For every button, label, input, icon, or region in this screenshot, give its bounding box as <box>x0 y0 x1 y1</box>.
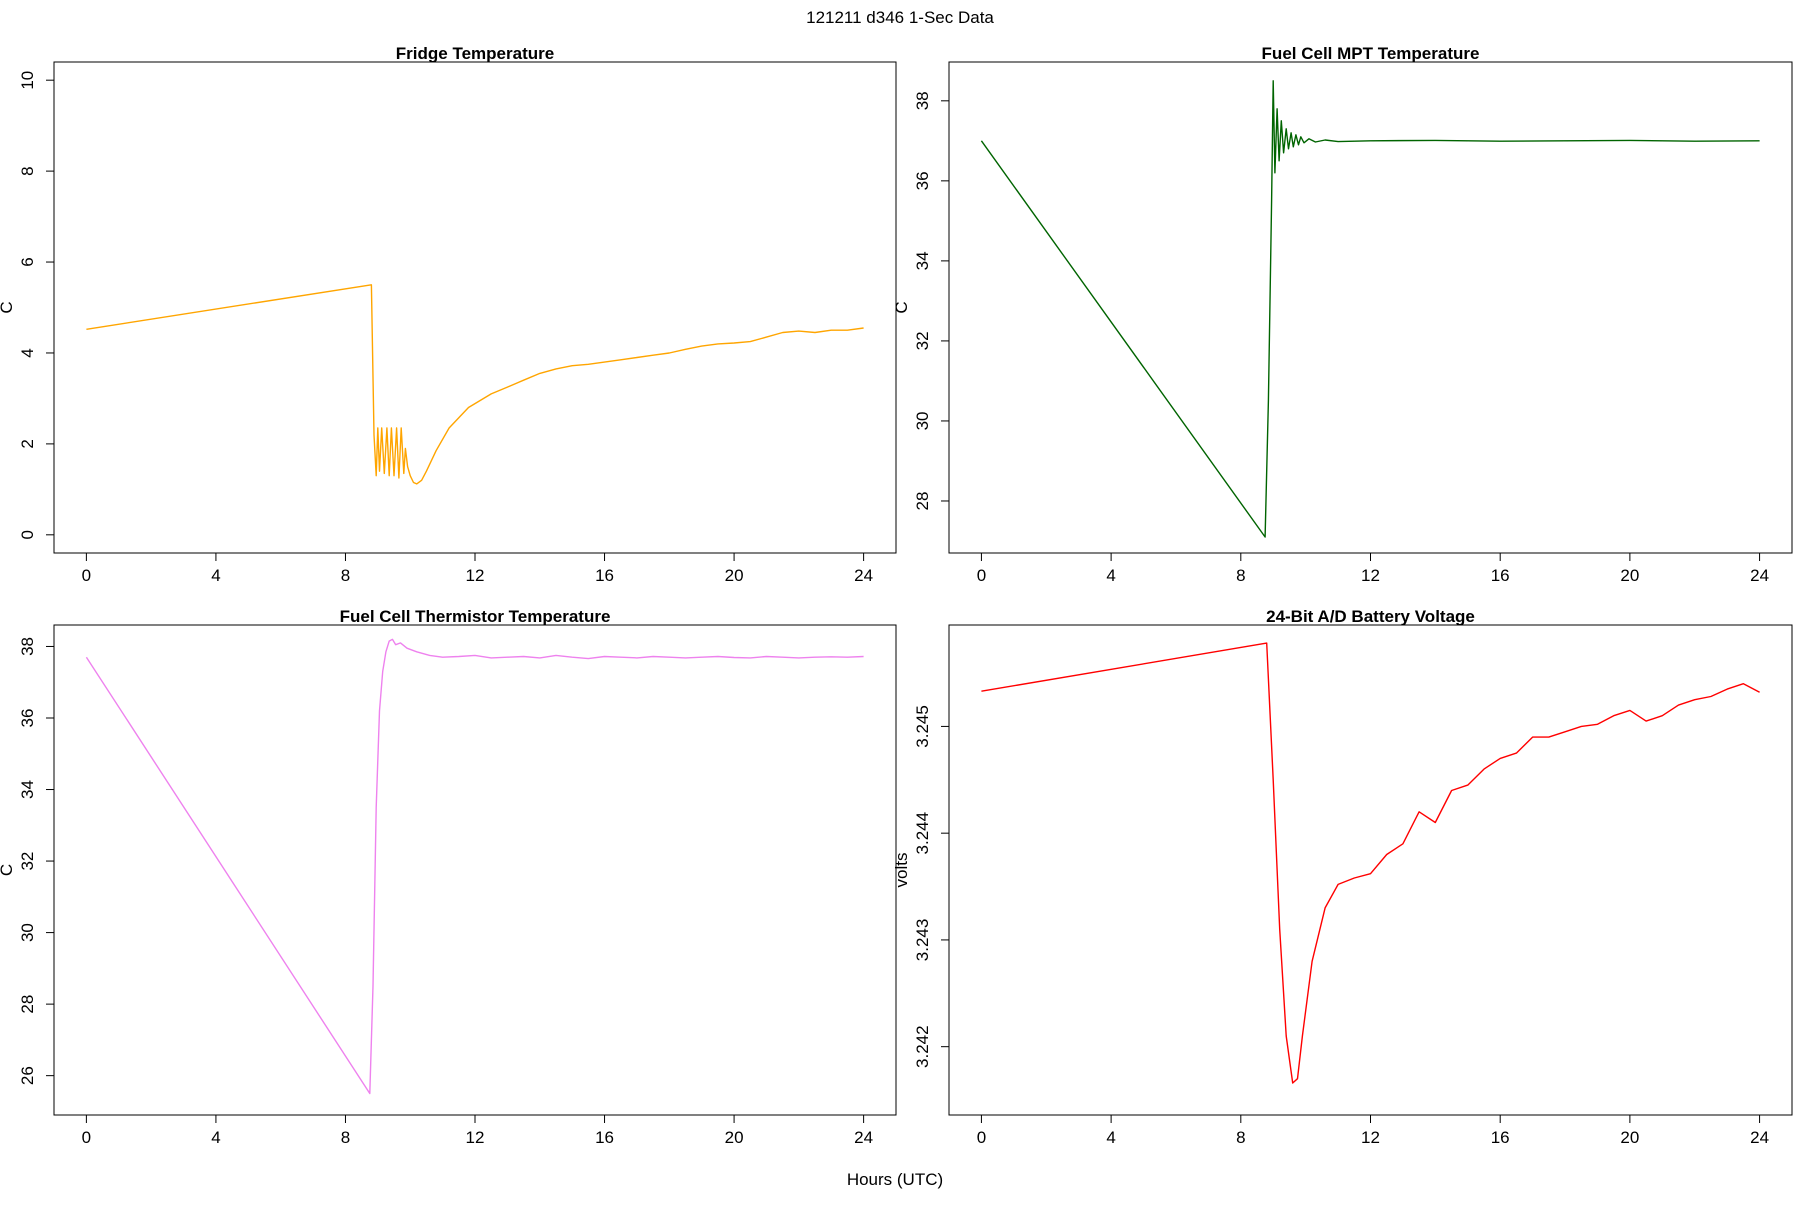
x-tick-label: 16 <box>595 566 614 585</box>
y-tick-label: 3.245 <box>913 705 932 748</box>
panel-3: Fuel Cell Thermistor Temperature 0 4 8 12 16 2… <box>0 607 897 1147</box>
x-tick-label: 4 <box>1106 1128 1115 1147</box>
series-line-1 <box>981 642 1760 1084</box>
figure-xlabel: Hours (UTC) <box>847 1170 943 1189</box>
panel-title: Fuel Cell Thermistor Temperature <box>340 607 611 626</box>
x-tick-label: 20 <box>725 1128 744 1147</box>
y-tick-label: 28 <box>18 995 37 1014</box>
x-tick-label: 8 <box>341 1128 350 1147</box>
y-axis-label: volts <box>892 853 911 888</box>
x-tick-label: 0 <box>82 1128 91 1147</box>
y-tick-label: 3.243 <box>913 919 932 962</box>
y-tick-label: 28 <box>913 492 932 511</box>
plot-frame <box>53 624 897 1116</box>
x-tick-label: 0 <box>977 566 986 585</box>
plot-frame <box>948 61 1793 554</box>
panel-title: 24-Bit A/D Battery Voltage <box>1266 607 1475 626</box>
x-tick-label: 12 <box>466 1128 485 1147</box>
x-tick-label: 12 <box>1361 1128 1380 1147</box>
y-tick-label: 26 <box>18 1066 37 1085</box>
x-tick-label: 4 <box>211 1128 220 1147</box>
x-tick-label: 12 <box>466 566 485 585</box>
x-tick-label: 12 <box>1361 566 1380 585</box>
y-tick-label: 10 <box>18 71 37 90</box>
y-tick-label: 4 <box>18 348 37 357</box>
y-tick-label: 30 <box>913 411 932 430</box>
x-tick-label: 0 <box>977 1128 986 1147</box>
panel-title: Fridge Temperature <box>396 44 554 63</box>
x-tick-label: 24 <box>854 1128 873 1147</box>
x-tick-label: 20 <box>1620 566 1639 585</box>
y-tick-label: 0 <box>18 530 37 539</box>
y-axis-label: C <box>0 864 16 876</box>
series-line-1 <box>86 284 864 485</box>
y-tick-label: 8 <box>18 166 37 175</box>
y-tick-label: 2 <box>18 439 37 448</box>
plot-frame <box>53 61 897 554</box>
y-tick-label: 32 <box>18 852 37 871</box>
panel-1: Fridge Temperature048121620240246810C <box>0 44 897 585</box>
x-tick-label: 16 <box>595 1128 614 1147</box>
panel-2: Fuel Cell MPT Temperature 0 4 8 12 16 20 24 28 30… <box>892 44 1793 585</box>
x-tick-label: 16 <box>1491 566 1510 585</box>
x-tick-label: 24 <box>854 566 873 585</box>
y-tick-label: 38 <box>913 91 932 110</box>
panel-title: Fuel Cell MPT Temperature <box>1262 44 1480 63</box>
panel-4: 24-Bit A/D Battery Voltage 0 4 8 12 16 20 24 3.2… <box>892 607 1793 1147</box>
x-tick-label: 24 <box>1750 566 1769 585</box>
y-tick-label: 6 <box>18 257 37 266</box>
x-tick-label: 8 <box>1236 1128 1245 1147</box>
series-line-1 <box>980 80 1760 538</box>
x-tick-label: 8 <box>341 566 350 585</box>
y-tick-label: 36 <box>18 709 37 728</box>
y-tick-label: 34 <box>913 251 932 270</box>
x-tick-label: 4 <box>1106 566 1115 585</box>
series-line-1 <box>85 638 864 1095</box>
y-tick-label: 36 <box>913 171 932 190</box>
y-tick-label: 3.244 <box>913 812 932 855</box>
y-tick-label: 3.242 <box>913 1025 932 1068</box>
x-tick-label: 8 <box>1236 566 1245 585</box>
x-tick-label: 20 <box>725 566 744 585</box>
y-tick-label: 30 <box>18 923 37 942</box>
figure-title: 121211 d346 1-Sec Data <box>806 8 994 27</box>
plot-frame <box>948 624 1793 1116</box>
x-tick-label: 0 <box>82 566 91 585</box>
y-tick-label: 34 <box>18 780 37 799</box>
y-axis-label: C <box>892 301 911 313</box>
y-tick-label: 32 <box>913 331 932 350</box>
x-tick-label: 16 <box>1491 1128 1510 1147</box>
panels: Fridge Temperature048121620240246810CFue… <box>0 44 1793 1147</box>
x-tick-label: 20 <box>1620 1128 1639 1147</box>
x-tick-label: 4 <box>211 566 220 585</box>
y-axis-label: C <box>0 301 16 313</box>
y-tick-label: 38 <box>18 637 37 656</box>
x-tick-label: 24 <box>1750 1128 1769 1147</box>
